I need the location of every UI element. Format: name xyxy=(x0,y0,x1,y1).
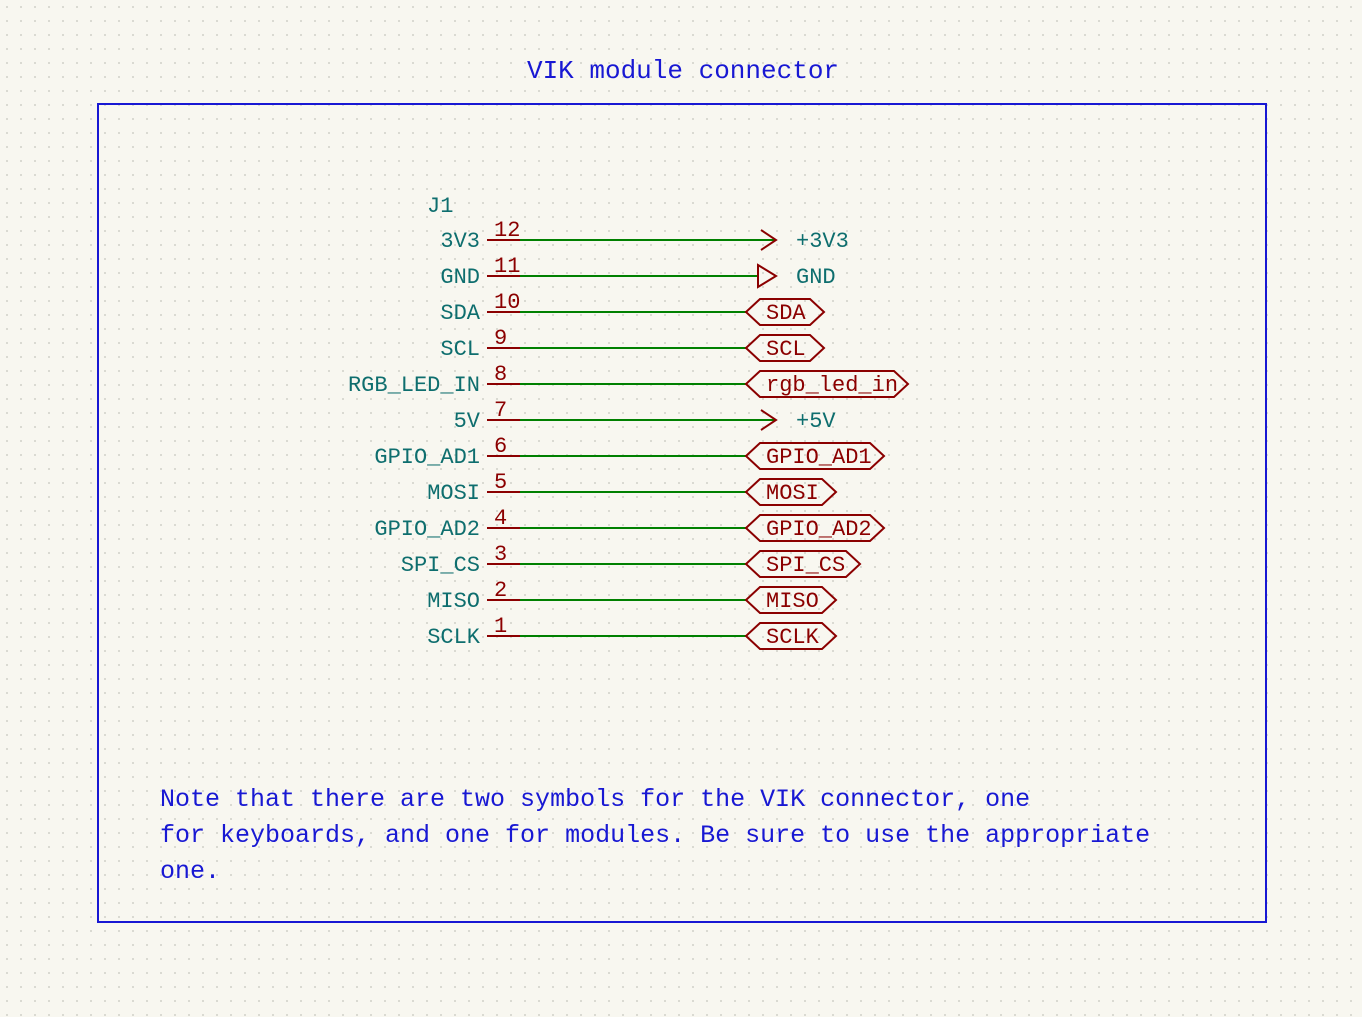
net-label: SCL xyxy=(766,337,806,362)
pin-name: MISO xyxy=(427,589,480,614)
pin-number: 7 xyxy=(494,398,507,423)
pin-number: 6 xyxy=(494,434,507,459)
pin-name: RGB_LED_IN xyxy=(348,373,480,398)
pin-number: 12 xyxy=(494,218,520,243)
pin-name: SCLK xyxy=(427,625,481,650)
pin-row-5: MOSI 5 MOSI xyxy=(427,470,836,506)
net-label: GND xyxy=(796,265,836,290)
net-label: SPI_CS xyxy=(766,553,845,578)
pin-row-8: RGB_LED_IN 8 rgb_led_in xyxy=(348,362,908,398)
net-label: +5V xyxy=(796,409,836,434)
pin-name: 5V xyxy=(454,409,481,434)
pin-number: 1 xyxy=(494,614,507,639)
pin-row-9: SCL 9 SCL xyxy=(440,326,824,362)
pin-name: SCL xyxy=(440,337,480,362)
pin-row-11: GND 11 GND xyxy=(440,254,835,290)
pin-row-3: SPI_CS 3 SPI_CS xyxy=(401,542,860,578)
net-label: rgb_led_in xyxy=(766,373,898,398)
schematic-canvas: VIK module connectorJ13V312+3V3GND11GNDS… xyxy=(0,0,1362,1017)
net-label: SDA xyxy=(766,301,806,326)
pin-name: MOSI xyxy=(427,481,480,506)
pin-number: 10 xyxy=(494,290,520,315)
pin-number: 3 xyxy=(494,542,507,567)
note-line-0: Note that there are two symbols for the … xyxy=(160,785,1030,814)
pin-row-7: 5V 7 +5V xyxy=(454,398,837,434)
note-line-1: for keyboards, and one for modules. Be s… xyxy=(160,821,1150,850)
power-triangle-in xyxy=(758,265,776,287)
pin-name: SPI_CS xyxy=(401,553,480,578)
pin-number: 2 xyxy=(494,578,507,603)
net-label: GPIO_AD1 xyxy=(766,445,872,470)
pin-name: GPIO_AD2 xyxy=(374,517,480,542)
net-label: GPIO_AD2 xyxy=(766,517,872,542)
net-label: MISO xyxy=(766,589,819,614)
pin-row-4: GPIO_AD2 4 GPIO_AD2 xyxy=(374,506,884,542)
title-text: VIK module connector xyxy=(527,56,839,86)
pin-row-6: GPIO_AD1 6 GPIO_AD1 xyxy=(374,434,884,470)
pin-row-10: SDA 10 SDA xyxy=(440,290,824,326)
pin-name: GND xyxy=(440,265,480,290)
pin-name: SDA xyxy=(440,301,480,326)
pin-name: GPIO_AD1 xyxy=(374,445,480,470)
reference-label: J1 xyxy=(427,194,453,219)
pin-number: 8 xyxy=(494,362,507,387)
pin-row-2: MISO 2 MISO xyxy=(427,578,836,614)
pin-name: 3V3 xyxy=(440,229,480,254)
net-label: +3V3 xyxy=(796,229,849,254)
pin-number: 9 xyxy=(494,326,507,351)
note-line-2: one. xyxy=(160,857,220,886)
pin-row-12: 3V3 12 +3V3 xyxy=(440,218,848,254)
pin-number: 11 xyxy=(494,254,520,279)
pin-row-1: SCLK 1 SCLK xyxy=(427,614,836,650)
pin-number: 4 xyxy=(494,506,507,531)
net-label: SCLK xyxy=(766,625,820,650)
pin-number: 5 xyxy=(494,470,507,495)
net-label: MOSI xyxy=(766,481,819,506)
